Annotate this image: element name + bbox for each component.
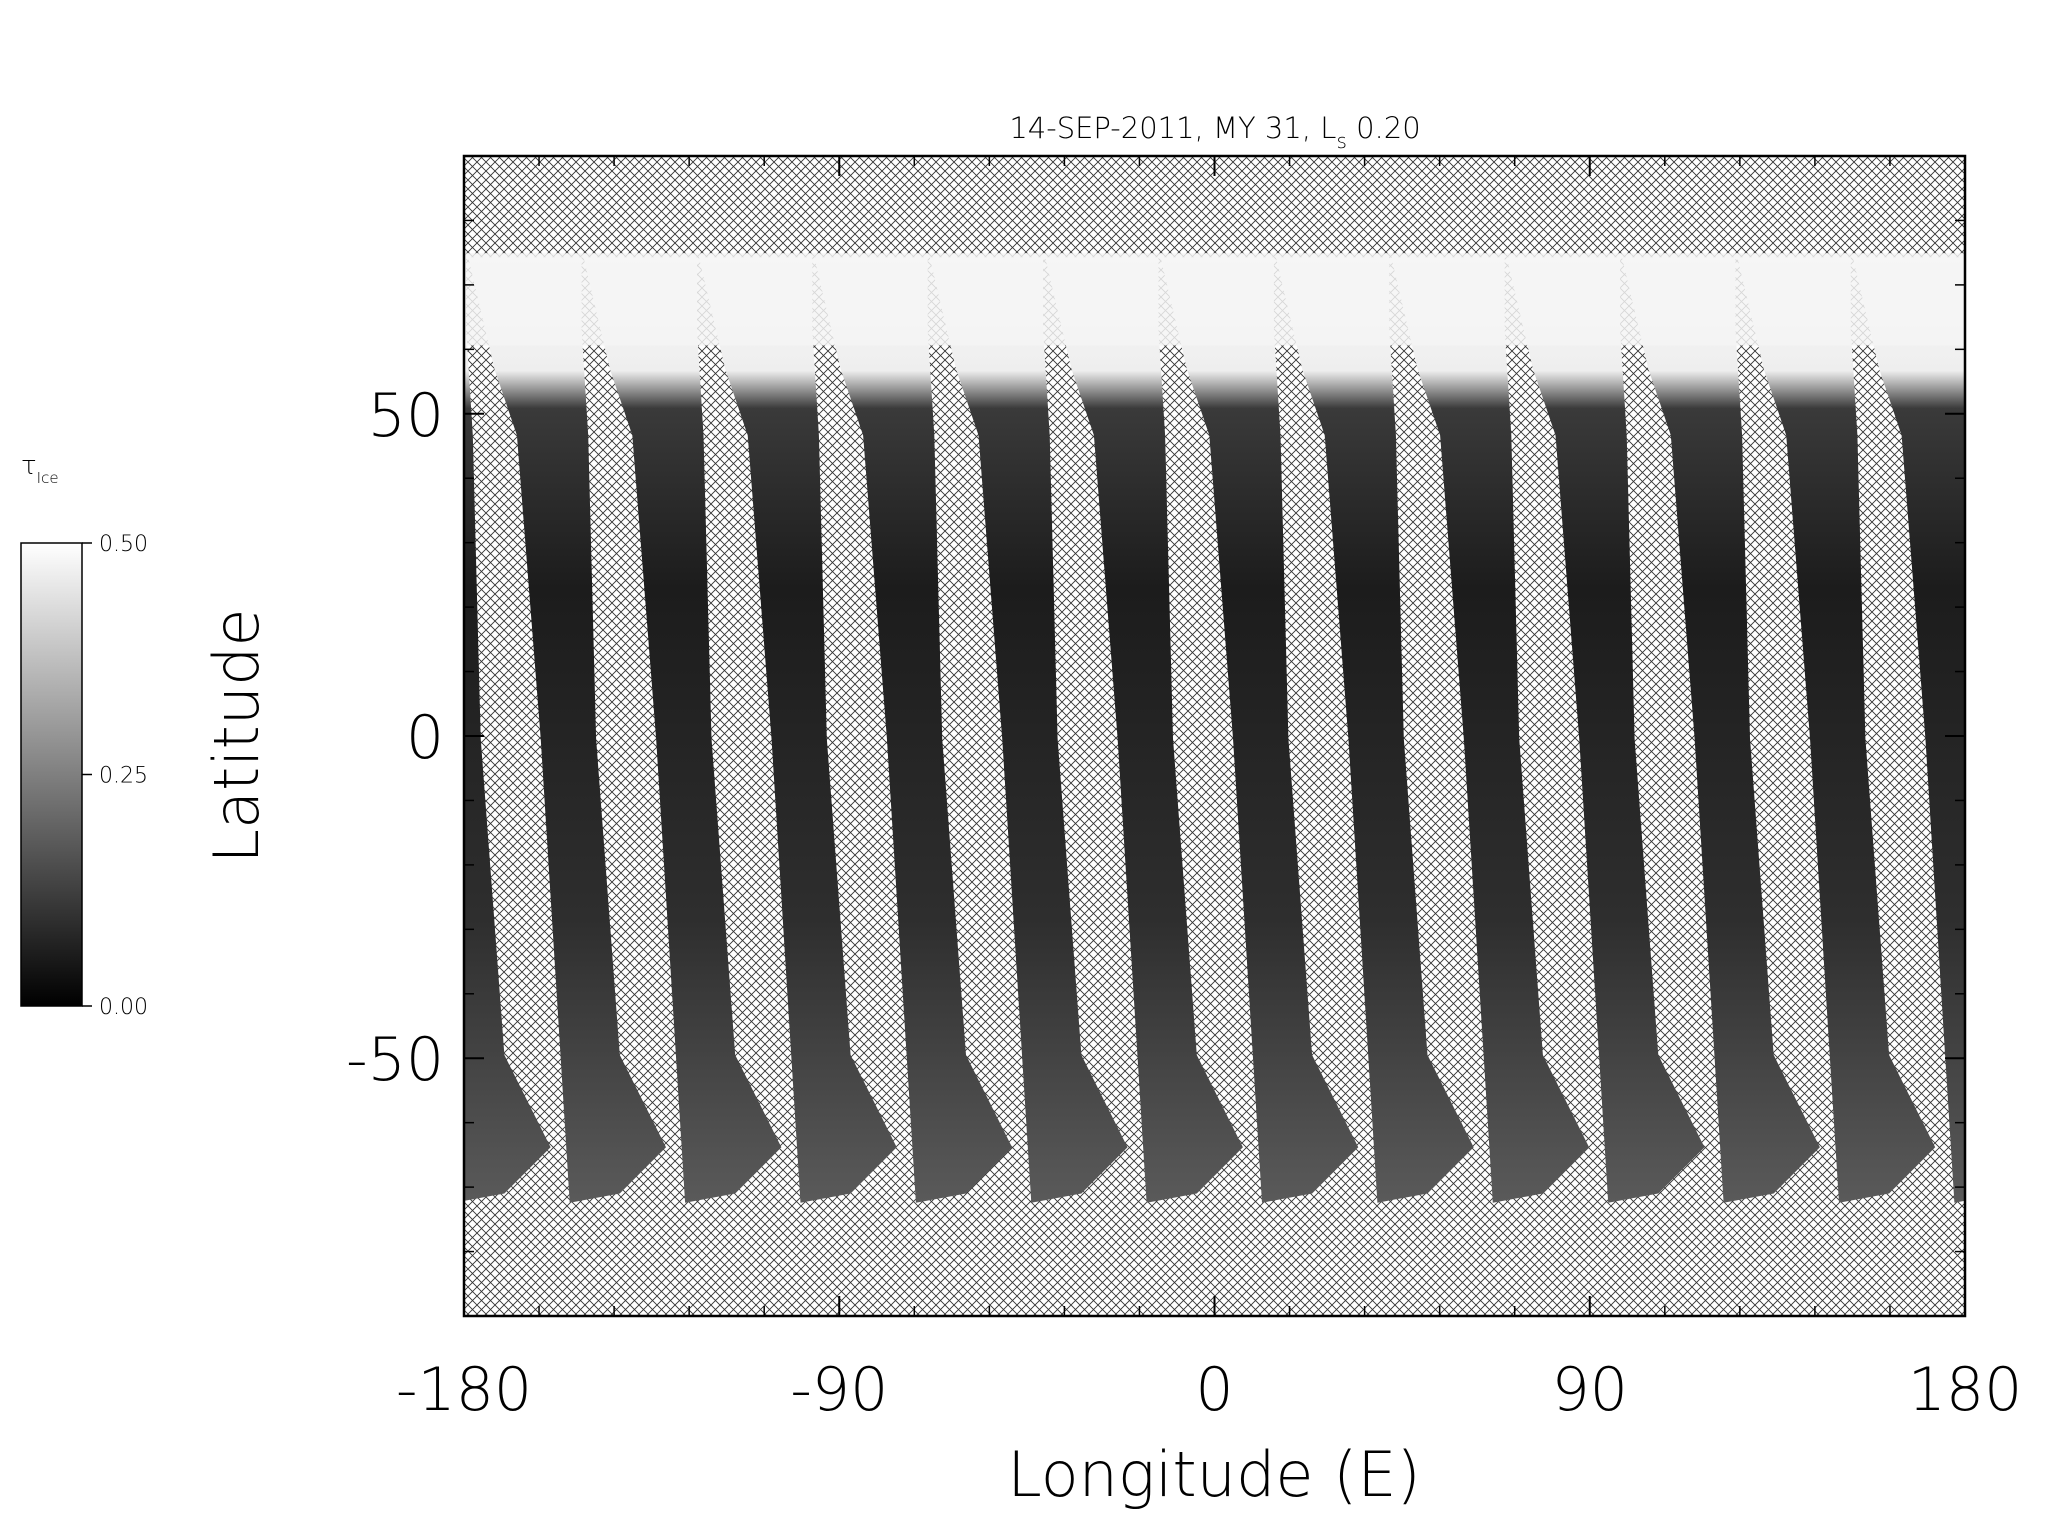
swath	[1622, 257, 1820, 1203]
x-tick-label: -90	[790, 1355, 888, 1425]
polar-cap-band	[464, 253, 1965, 346]
swath	[1852, 257, 1965, 1203]
colorbar-tick-label: 0.50	[99, 532, 148, 557]
swath	[814, 257, 1013, 1203]
swath	[1506, 257, 1705, 1203]
colorbar-tick-label: 0.25	[99, 764, 148, 789]
x-tick-label: 0	[1195, 1355, 1233, 1425]
swath	[929, 257, 1128, 1203]
swath	[1391, 257, 1590, 1203]
x-axis-label: Longitude (E)	[1007, 1438, 1420, 1511]
swath	[1737, 257, 1936, 1203]
colorbar-label: τIce	[21, 451, 59, 487]
swath	[464, 257, 551, 1201]
y-tick-label: 50	[368, 381, 444, 451]
swath	[1045, 257, 1243, 1203]
y-tick-label: -50	[346, 1025, 444, 1095]
swath	[1275, 257, 1474, 1203]
swath	[698, 257, 897, 1203]
swath	[583, 257, 782, 1203]
colorbar	[20, 542, 83, 1007]
swath	[1160, 257, 1359, 1203]
swath	[468, 257, 666, 1203]
y-axis-label: Latitude	[200, 608, 273, 863]
swath	[1968, 257, 2048, 1202]
y-tick-label: 0	[406, 703, 444, 773]
colorbar-tick-label: 0.00	[99, 995, 148, 1020]
x-tick-label: 180	[1908, 1355, 2023, 1425]
chart-title: 14-SEP-2011, MY 31, Ls 0.20	[1009, 111, 1420, 153]
x-tick-label: -180	[396, 1355, 532, 1425]
swaths	[464, 253, 2048, 1203]
x-tick-label: 90	[1552, 1355, 1628, 1425]
